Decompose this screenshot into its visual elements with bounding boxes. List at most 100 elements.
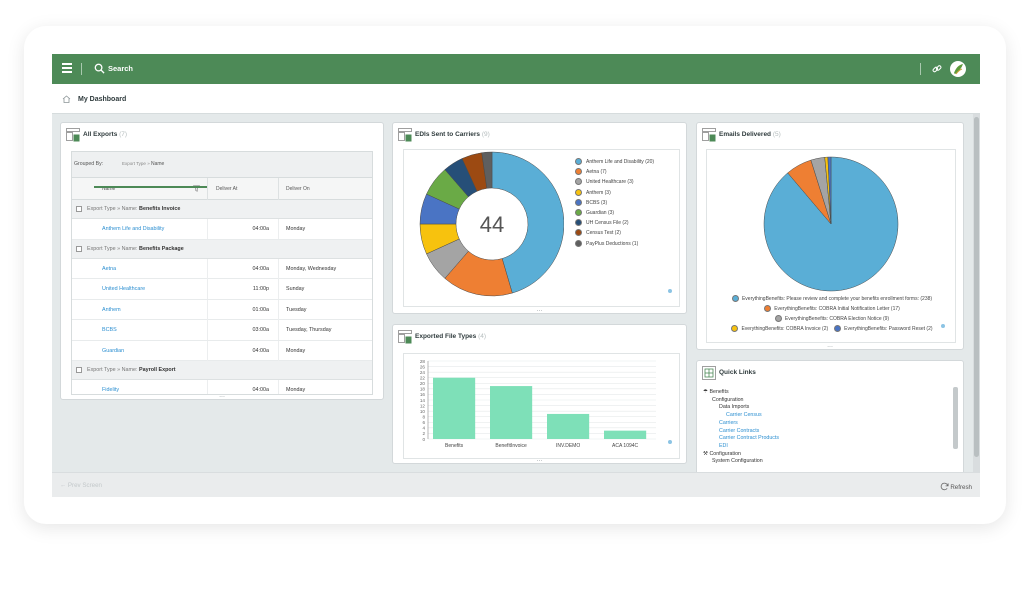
x-tick-label: Benefits	[445, 443, 464, 449]
legend-row: EverythingBenefits: COBRA Initial Notifi…	[711, 305, 953, 315]
legend-item[interactable]: EverythingBenefits: COBRA Initial Notifi…	[764, 305, 900, 312]
prev-screen-button[interactable]: ← Prev Screen	[60, 482, 102, 489]
group-name: Benefits Invoice	[139, 206, 181, 212]
group-name: Benefits Package	[139, 245, 184, 252]
export-name-link[interactable]: Guardian	[102, 347, 125, 354]
grid-table-icon	[398, 330, 412, 344]
quick-links-card: Quick Links ☂ Benefits Configuration Data …	[696, 360, 964, 476]
page-title: My Dashboard	[78, 96, 127, 103]
scrollbar[interactable]	[953, 387, 958, 449]
group-row[interactable]: Export Type » Name: Benefits Invoice	[72, 200, 372, 219]
group-row[interactable]: Export Type » Name: Benefits Package	[72, 239, 372, 259]
column-header-deliver-on[interactable]: Deliver On	[286, 186, 310, 192]
group-row[interactable]: Export Type » Name: Payroll Export	[72, 361, 372, 380]
y-tick-label: 8	[422, 415, 425, 420]
table-row[interactable]: BCBS 03:00a Tuesday, Thursday	[72, 320, 372, 341]
scrollbar-thumb[interactable]	[974, 117, 979, 457]
tree-node[interactable]: ⚒ Configuration	[703, 451, 779, 459]
group-name: Payroll Export	[139, 367, 176, 373]
quick-link[interactable]: Carriers	[703, 420, 779, 428]
refresh-label: Refresh	[950, 484, 972, 491]
export-name-link[interactable]: Fidelity	[102, 387, 120, 393]
avatar[interactable]	[950, 61, 966, 77]
legend-swatch	[834, 325, 842, 332]
deliver-at: 11:00p	[252, 286, 269, 292]
edis-slice-8[interactable]	[481, 151, 493, 189]
wrench-icon: ⚒	[703, 450, 710, 457]
page-scrollbar[interactable]	[973, 114, 980, 472]
resize-handle[interactable]: ...	[219, 392, 225, 399]
export-name-link[interactable]: BCBS	[102, 327, 117, 333]
refresh-button[interactable]: Refresh	[940, 482, 972, 491]
export-name-link[interactable]: Anthem Life and Disability	[102, 226, 165, 232]
group-chip[interactable]: Export Type » Name	[122, 161, 164, 167]
table-row[interactable]: United Healthcare 11:00p Sunday	[72, 279, 372, 300]
legend-swatch	[731, 295, 739, 302]
column-header-name[interactable]: Name	[102, 186, 116, 192]
count-badge: (4)	[478, 333, 487, 340]
legend-item[interactable]: EverythingBenefits: COBRA Invoice (2)	[731, 325, 828, 332]
quick-link[interactable]: Carrier Contracts	[703, 428, 779, 436]
bar[interactable]	[604, 430, 647, 439]
tree-node[interactable]: Configuration	[703, 397, 779, 405]
filter-icon[interactable]	[193, 185, 200, 192]
breadcrumb: My Dashboard	[52, 84, 980, 114]
search-button[interactable]: Search	[108, 64, 134, 73]
legend-item[interactable]: EverythingBenefits: Password Reset (2)	[834, 325, 933, 332]
group-chip-sep: »	[147, 161, 150, 166]
tree-node[interactable]: System Configuration	[703, 458, 779, 466]
file-types-card: Exported File Types (4) 0 2 4 6 8 10 12 14 16 18 2…	[392, 324, 687, 464]
checkbox[interactable]	[76, 367, 82, 373]
quick-link[interactable]: Carrier Contract Products	[703, 435, 779, 443]
bar[interactable]	[490, 386, 533, 439]
table-row[interactable]: Guardian 04:00a Monday	[72, 340, 372, 361]
deliver-on: Tuesday	[286, 306, 307, 313]
checkbox[interactable]	[76, 245, 82, 252]
legend-item[interactable]: EverythingBenefits: Please review and co…	[731, 295, 932, 302]
search-icon[interactable]	[94, 63, 105, 74]
quick-link[interactable]: Carrier Census	[703, 412, 779, 420]
count-badge: (7)	[119, 131, 128, 138]
legend-item[interactable]: EverythingBenefits: COBRA Election Notic…	[774, 315, 889, 322]
export-name-link[interactable]: Anthem	[102, 306, 121, 313]
tree-label: Benefits	[709, 389, 729, 395]
legend-row: EverythingBenefits: COBRA Invoice (2) Eve…	[711, 325, 953, 335]
deliver-at: 04:00a	[252, 265, 270, 272]
all-exports-card: All Exports (7) Grouped By: Export Type …	[60, 122, 384, 400]
tree-node[interactable]: Data Imports	[703, 404, 779, 412]
export-name-link[interactable]: United Healthcare	[102, 286, 146, 292]
bar[interactable]	[547, 413, 590, 439]
file-types-title: Exported File Types (4)	[415, 333, 486, 340]
legend-swatch	[575, 239, 582, 247]
link-icon[interactable]	[932, 64, 942, 74]
emails-pie-chart	[763, 156, 899, 292]
resize-handle[interactable]: ...	[536, 306, 543, 313]
edis-slice-0[interactable]	[491, 151, 564, 294]
legend-label: PayPlus Deductions (1)	[586, 240, 639, 247]
export-name-link[interactable]: Aetna	[102, 265, 117, 272]
quick-link[interactable]: EDI	[703, 443, 779, 451]
emails-legend: EverythingBenefits: Please review and co…	[711, 295, 953, 335]
legend-swatch	[575, 178, 582, 186]
legend-swatch	[575, 158, 582, 165]
home-icon[interactable]	[62, 95, 71, 103]
legend-label: BCBS (3)	[586, 199, 608, 206]
resize-handle[interactable]: ...	[536, 456, 543, 463]
hamburger-menu-icon[interactable]	[62, 63, 72, 75]
tree-node[interactable]: ☂ Benefits	[703, 389, 779, 397]
all-exports-title: All Exports (7)	[83, 131, 127, 138]
table-row[interactable]: Aetna 04:00a Monday, Wednesday	[72, 258, 372, 279]
column-header-deliver-at[interactable]: Deliver At	[216, 186, 238, 192]
card-title-text: All Exports	[83, 131, 118, 138]
refresh-icon	[940, 482, 949, 491]
grid-table-icon	[66, 128, 80, 142]
checkbox[interactable]	[76, 206, 82, 212]
table-row[interactable]: Anthem Life and Disability 04:00a Monday	[72, 219, 372, 240]
group-prefix: Export Type » Name:	[87, 206, 138, 212]
resize-handle[interactable]: ...	[827, 342, 833, 349]
table-row[interactable]: Fidelity 04:00a Monday	[72, 380, 372, 394]
bar[interactable]	[433, 377, 476, 439]
table-row[interactable]: Anthem 01:00a Tuesday	[72, 299, 372, 320]
emails-slice-4[interactable]	[827, 156, 832, 225]
y-tick-label: 12	[420, 403, 426, 408]
